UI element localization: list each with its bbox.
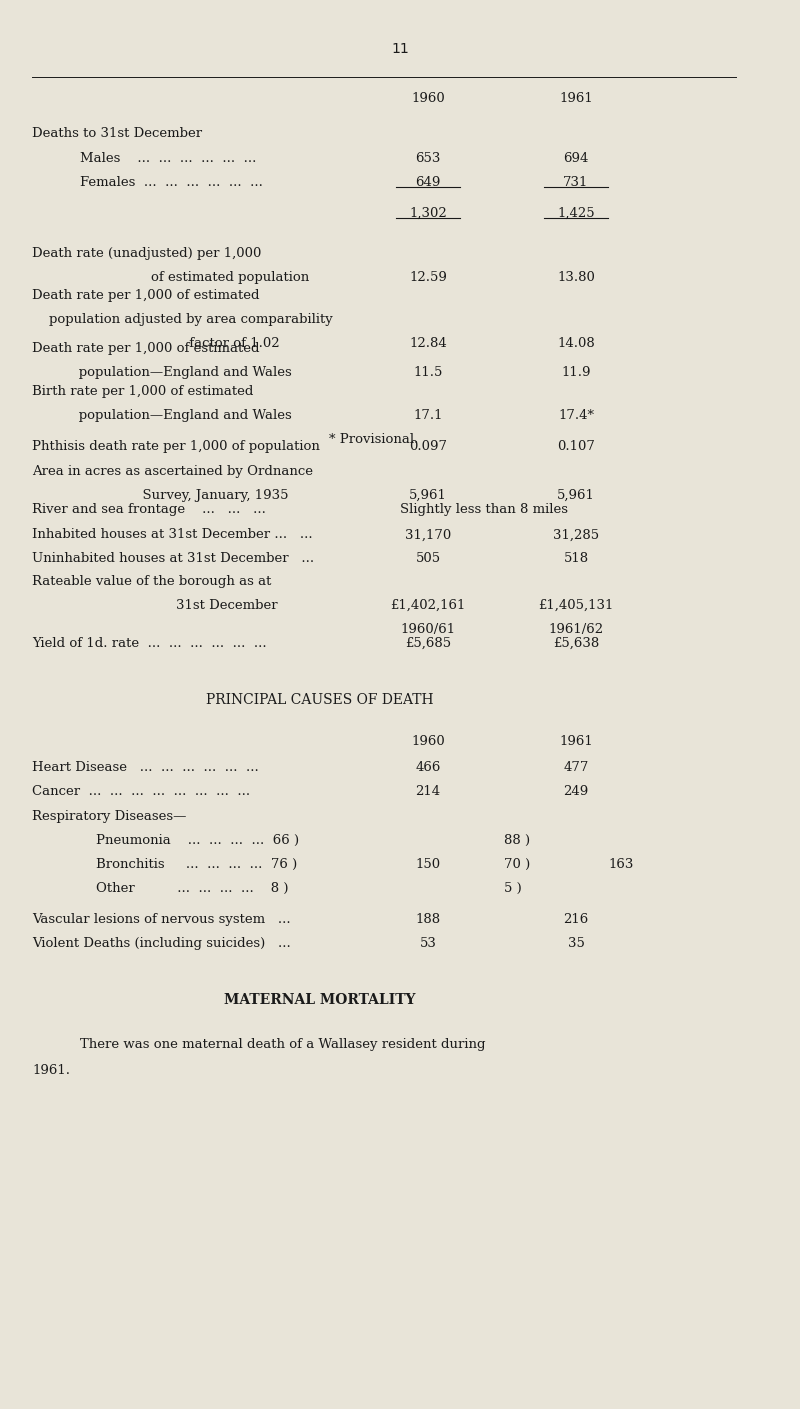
Text: Other          ...  ...  ...  ...    8 ): Other ... ... ... ... 8 ) [96, 882, 289, 895]
Text: 1961.: 1961. [32, 1064, 70, 1076]
Text: Cancer  ...  ...  ...  ...  ...  ...  ...  ...: Cancer ... ... ... ... ... ... ... ... [32, 785, 250, 797]
Text: Heart Disease   ...  ...  ...  ...  ...  ...: Heart Disease ... ... ... ... ... ... [32, 761, 258, 774]
Text: of estimated population: of estimated population [32, 271, 310, 283]
Text: 249: 249 [563, 785, 589, 797]
Text: Slightly less than 8 miles: Slightly less than 8 miles [400, 503, 568, 516]
Text: population—England and Wales: population—England and Wales [32, 366, 292, 379]
Text: 731: 731 [563, 176, 589, 189]
Text: 17.1: 17.1 [414, 409, 442, 421]
Text: 653: 653 [415, 152, 441, 165]
Text: 17.4*: 17.4* [558, 409, 594, 421]
Text: Death rate per 1,000 of estimated: Death rate per 1,000 of estimated [32, 289, 259, 302]
Text: Birth rate per 1,000 of estimated: Birth rate per 1,000 of estimated [32, 385, 254, 397]
Text: Phthisis death rate per 1,000 of population: Phthisis death rate per 1,000 of populat… [32, 440, 320, 452]
Text: 0.097: 0.097 [409, 440, 447, 452]
Text: 214: 214 [415, 785, 441, 797]
Text: Violent Deaths (including suicides)   ...: Violent Deaths (including suicides) ... [32, 937, 290, 950]
Text: 150: 150 [415, 858, 441, 871]
Text: 31st December: 31st December [176, 599, 278, 612]
Text: Females  ...  ...  ...  ...  ...  ...: Females ... ... ... ... ... ... [80, 176, 263, 189]
Text: Yield of 1d. rate  ...  ...  ...  ...  ...  ...: Yield of 1d. rate ... ... ... ... ... ..… [32, 637, 266, 650]
Text: Pneumonia    ...  ...  ...  ...  66 ): Pneumonia ... ... ... ... 66 ) [96, 834, 299, 847]
Text: 1,425: 1,425 [557, 207, 595, 220]
Text: Inhabited houses at 31st December ...   ...: Inhabited houses at 31st December ... ..… [32, 528, 313, 541]
Text: 1960: 1960 [411, 735, 445, 748]
Text: 11.9: 11.9 [562, 366, 590, 379]
Text: Bronchitis     ...  ...  ...  ...  76 ): Bronchitis ... ... ... ... 76 ) [96, 858, 298, 871]
Text: There was one maternal death of a Wallasey resident during: There was one maternal death of a Wallas… [80, 1038, 486, 1051]
Text: Survey, January, 1935: Survey, January, 1935 [32, 489, 289, 502]
Text: * Provisional.: * Provisional. [176, 433, 418, 445]
Text: population—England and Wales: population—England and Wales [32, 409, 292, 421]
Text: 5 ): 5 ) [504, 882, 522, 895]
Text: 31,285: 31,285 [553, 528, 599, 541]
Text: 1,302: 1,302 [409, 207, 447, 220]
Text: Males    ...  ...  ...  ...  ...  ...: Males ... ... ... ... ... ... [80, 152, 256, 165]
Text: £5,638: £5,638 [553, 637, 599, 650]
Text: Death rate (unadjusted) per 1,000: Death rate (unadjusted) per 1,000 [32, 247, 262, 259]
Text: 35: 35 [567, 937, 585, 950]
Text: 518: 518 [563, 552, 589, 565]
Text: 188: 188 [415, 913, 441, 926]
Text: Death rate per 1,000 of estimated: Death rate per 1,000 of estimated [32, 342, 259, 355]
Text: Uninhabited houses at 31st December   ...: Uninhabited houses at 31st December ... [32, 552, 314, 565]
Text: Vascular lesions of nervous system   ...: Vascular lesions of nervous system ... [32, 913, 290, 926]
Text: 466: 466 [415, 761, 441, 774]
Text: 163: 163 [608, 858, 634, 871]
Text: 70 ): 70 ) [504, 858, 530, 871]
Text: 0.107: 0.107 [557, 440, 595, 452]
Text: 1960/61: 1960/61 [401, 623, 455, 635]
Text: 1961: 1961 [559, 92, 593, 104]
Text: £5,685: £5,685 [405, 637, 451, 650]
Text: 11.5: 11.5 [414, 366, 442, 379]
Text: Area in acres as ascertained by Ordnance: Area in acres as ascertained by Ordnance [32, 465, 313, 478]
Text: MATERNAL MORTALITY: MATERNAL MORTALITY [224, 993, 416, 1007]
Text: 1961: 1961 [559, 735, 593, 748]
Text: Respiratory Diseases—: Respiratory Diseases— [32, 810, 186, 823]
Text: 1961/62: 1961/62 [549, 623, 603, 635]
Text: 14.08: 14.08 [557, 337, 595, 349]
Text: 11: 11 [391, 42, 409, 56]
Text: 88 ): 88 ) [504, 834, 530, 847]
Text: 13.80: 13.80 [557, 271, 595, 283]
Text: 12.84: 12.84 [409, 337, 447, 349]
Text: £1,405,131: £1,405,131 [538, 599, 614, 612]
Text: 694: 694 [563, 152, 589, 165]
Text: 1960: 1960 [411, 92, 445, 104]
Text: PRINCIPAL CAUSES OF DEATH: PRINCIPAL CAUSES OF DEATH [206, 693, 434, 707]
Text: 53: 53 [419, 937, 437, 950]
Text: 649: 649 [415, 176, 441, 189]
Text: 31,170: 31,170 [405, 528, 451, 541]
Text: Rateable value of the borough as at: Rateable value of the borough as at [32, 575, 271, 588]
Text: 216: 216 [563, 913, 589, 926]
Text: factor of 1.02: factor of 1.02 [32, 337, 280, 349]
Text: 505: 505 [415, 552, 441, 565]
Text: 5,961: 5,961 [557, 489, 595, 502]
Text: River and sea frontage    ...   ...   ...: River and sea frontage ... ... ... [32, 503, 266, 516]
Text: 5,961: 5,961 [409, 489, 447, 502]
Text: 477: 477 [563, 761, 589, 774]
Text: 12.59: 12.59 [409, 271, 447, 283]
Text: Deaths to 31st December: Deaths to 31st December [32, 127, 202, 139]
Text: population adjusted by area comparability: population adjusted by area comparabilit… [32, 313, 333, 325]
Text: £1,402,161: £1,402,161 [390, 599, 466, 612]
